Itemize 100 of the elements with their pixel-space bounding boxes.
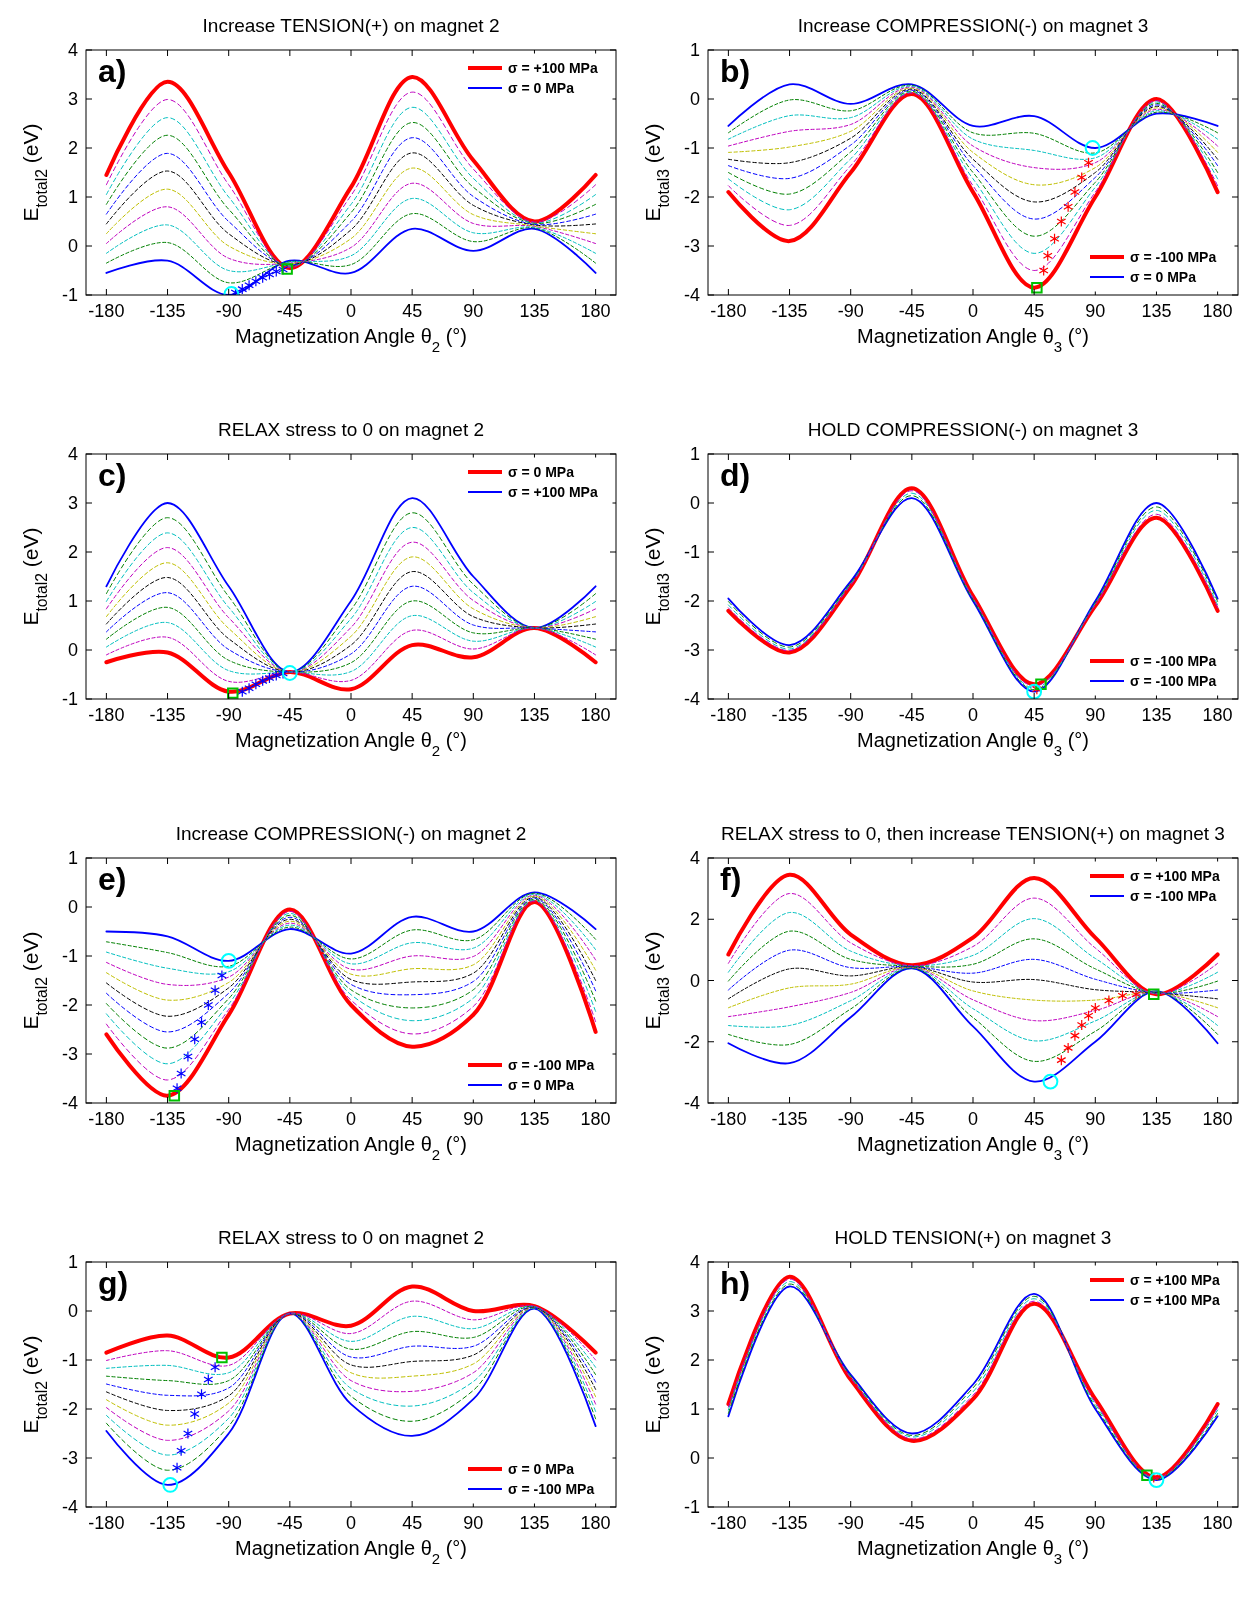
chart-title: RELAX stress to 0 on magnet 2 <box>217 1227 485 1248</box>
x-tick-label: 180 <box>1202 1109 1233 1129</box>
y-tick-label: 2 <box>67 138 78 158</box>
x-tick-label: 135 <box>519 301 550 321</box>
annotation: d) <box>720 457 751 493</box>
chart-title: HOLD TENSION(+) on magnet 3 <box>834 1227 1112 1248</box>
y-tick-label: 1 <box>689 444 700 464</box>
point <box>203 1374 214 1386</box>
x-tick-label: -45 <box>898 705 925 725</box>
legend-label: σ = -100 MPa <box>1130 249 1217 265</box>
x-tick-label: 0 <box>967 1109 979 1129</box>
x-tick-label: 45 <box>402 1109 423 1129</box>
point <box>237 686 248 698</box>
point <box>1038 264 1049 277</box>
x-tick-label: 180 <box>580 1109 611 1129</box>
x-tick-label: -180 <box>710 1513 747 1533</box>
legend-label: σ = +100 MPa <box>508 60 598 76</box>
x-tick-label: -90 <box>215 1513 242 1533</box>
annotation: a) <box>98 53 127 89</box>
x-tick-label: 45 <box>1024 705 1045 725</box>
x-tick-label: -135 <box>149 1513 186 1533</box>
point <box>1042 250 1053 262</box>
point <box>196 1016 207 1028</box>
point <box>172 1462 182 1474</box>
y-tick-label: 0 <box>67 897 78 917</box>
annotation: h) <box>720 1265 751 1301</box>
x-tick-label: 180 <box>580 301 611 321</box>
legend-label: σ = -100 MPa <box>1130 673 1217 689</box>
y-tick-label: -1 <box>683 138 700 158</box>
x-tick-label: 0 <box>345 1513 357 1533</box>
x-tick-label: 180 <box>1202 1513 1233 1533</box>
y-tick-label: -1 <box>683 1497 700 1517</box>
y-tick-label: -4 <box>683 689 700 709</box>
y-tick-label: -2 <box>683 1031 700 1052</box>
point <box>220 953 237 969</box>
x-tick-label: 90 <box>463 301 484 321</box>
point <box>1049 233 1060 245</box>
point <box>168 1089 181 1102</box>
x-tick-label: 45 <box>1024 301 1045 321</box>
y-tick-label: -4 <box>683 285 700 305</box>
point <box>162 1477 179 1493</box>
point <box>196 1388 207 1400</box>
legend-label: σ = +100 MPa <box>1130 1272 1220 1288</box>
x-axis-title: Magnetization Angle θ$_{3}$ (°) <box>856 325 1090 355</box>
legend-label: σ = -100 MPa <box>1130 653 1217 669</box>
x-tick-label: -135 <box>771 301 808 321</box>
point <box>183 1427 193 1440</box>
y-tick-label: 1 <box>689 1399 700 1419</box>
x-tick-label: -180 <box>710 301 747 321</box>
annotation: g) <box>98 1265 129 1301</box>
y-tick-label: -4 <box>61 1093 78 1113</box>
x-tick-label: 135 <box>1141 1513 1172 1533</box>
x-tick-label: -45 <box>898 1109 925 1129</box>
y-tick-label: -1 <box>61 689 78 709</box>
point <box>1148 988 1160 1001</box>
y-tick-label: 0 <box>689 1448 700 1468</box>
y-tick-label: -1 <box>61 285 78 305</box>
x-tick-label: -90 <box>215 705 242 725</box>
point <box>1131 988 1141 1000</box>
x-tick-label: -180 <box>710 705 747 725</box>
chart-title: Increase TENSION(+) on magnet 2 <box>202 15 500 36</box>
point <box>1070 1030 1080 1042</box>
y-tick-label: 4 <box>689 848 700 868</box>
point <box>257 675 268 687</box>
point <box>1031 281 1043 294</box>
point <box>183 1050 193 1063</box>
point <box>172 1082 182 1094</box>
point <box>1063 201 1074 213</box>
y-tick-label: 4 <box>67 444 78 464</box>
point <box>176 1068 187 1080</box>
chart-title: Increase COMPRESSION(-) on magnet 3 <box>797 15 1149 36</box>
chart-title: HOLD COMPRESSION(-) on magnet 3 <box>807 419 1139 440</box>
y-tick-label: 4 <box>67 40 78 60</box>
legend-label: σ = +100 MPa <box>508 484 598 500</box>
x-tick-label: 180 <box>1202 705 1233 725</box>
y-tick-label: -1 <box>61 946 78 966</box>
y-tick-label: 1 <box>67 1252 78 1272</box>
x-tick-label: 90 <box>463 705 484 725</box>
annotation: b) <box>720 53 751 89</box>
x-axis-title: Magnetization Angle θ$_{3}$ (°) <box>856 729 1090 759</box>
x-axis-title: Magnetization Angle θ$_{2}$ (°) <box>234 729 468 759</box>
x-tick-label: 90 <box>463 1109 484 1129</box>
point <box>281 665 298 681</box>
x-tick-label: 0 <box>345 301 357 321</box>
legend-label: σ = 0 MPa <box>508 1461 575 1477</box>
x-tick-label: -135 <box>149 301 186 321</box>
point <box>210 1361 220 1373</box>
point <box>1076 1019 1087 1031</box>
x-tick-label: -90 <box>215 1109 242 1129</box>
line-series <box>727 966 1219 1000</box>
legend-label: σ = -100 MPa <box>508 1481 595 1497</box>
line-series <box>727 966 1219 1009</box>
x-axis-title: Magnetization Angle θ$_{3}$ (°) <box>856 1537 1090 1567</box>
x-tick-label: -90 <box>215 301 242 321</box>
y-tick-label: 1 <box>67 187 78 207</box>
y-tick-label: 0 <box>67 236 78 256</box>
y-tick-label: 3 <box>67 493 78 513</box>
y-tick-label: 0 <box>67 1301 78 1321</box>
legend-label: σ = +100 MPa <box>1130 1292 1220 1308</box>
x-tick-label: -135 <box>771 1109 808 1129</box>
